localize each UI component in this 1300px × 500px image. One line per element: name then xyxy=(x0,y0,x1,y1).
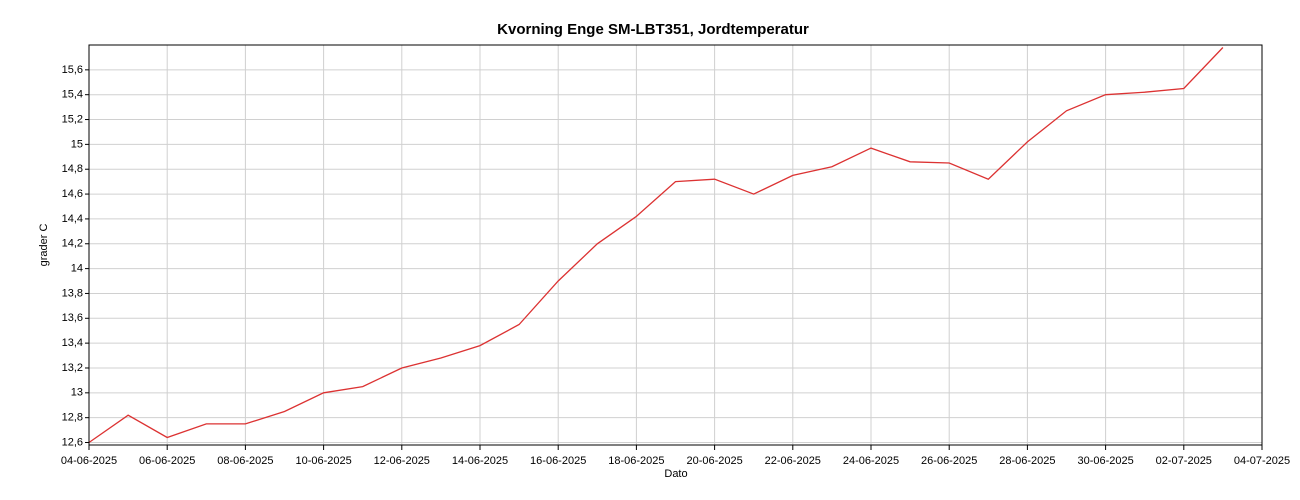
y-tick-label: 14 xyxy=(71,263,83,275)
x-tick-label: 14-06-2025 xyxy=(452,455,508,467)
x-tick-label: 24-06-2025 xyxy=(843,455,899,467)
chart-title: Kvorning Enge SM-LBT351, Jordtemperatur xyxy=(497,21,809,38)
y-tick-label: 15 xyxy=(71,138,83,150)
x-tick-label: 30-06-2025 xyxy=(1077,455,1133,467)
x-tick-label: 08-06-2025 xyxy=(217,455,273,467)
y-tick-label: 13,8 xyxy=(62,287,83,299)
data-line xyxy=(89,47,1224,444)
y-axis-label: grader C xyxy=(38,224,50,267)
y-tick-label: 14,4 xyxy=(62,213,83,225)
y-tick-label: 13,2 xyxy=(62,362,83,374)
x-tick-label: 10-06-2025 xyxy=(295,455,351,467)
y-tick-label: 12,8 xyxy=(62,412,83,424)
y-tick-label: 14,6 xyxy=(62,188,83,200)
plot-frame xyxy=(88,44,1263,446)
y-tick-label: 13,6 xyxy=(62,312,83,324)
x-tick-label: 26-06-2025 xyxy=(921,455,977,467)
x-axis-label: Dato xyxy=(664,468,687,480)
x-tick-label: 20-06-2025 xyxy=(686,455,742,467)
x-tick-label: 04-06-2025 xyxy=(61,455,117,467)
y-tick-label: 14,2 xyxy=(62,238,83,250)
y-tick-label: 14,8 xyxy=(62,163,83,175)
x-tick-label: 28-06-2025 xyxy=(999,455,1055,467)
y-tick-label: 13,4 xyxy=(62,337,83,349)
y-tick-label: 15,6 xyxy=(62,64,83,76)
y-tick-label: 15,2 xyxy=(62,113,83,125)
x-tick-label: 12-06-2025 xyxy=(374,455,430,467)
x-tick-label: 02-07-2025 xyxy=(1156,455,1212,467)
x-tick-label: 18-06-2025 xyxy=(608,455,664,467)
y-tick-label: 13 xyxy=(71,387,83,399)
y-tick-label: 15,4 xyxy=(62,89,83,101)
x-tick-label: 06-06-2025 xyxy=(139,455,195,467)
x-tick-label: 22-06-2025 xyxy=(765,455,821,467)
x-tick-label: 04-07-2025 xyxy=(1234,455,1290,467)
y-tick-label: 12,6 xyxy=(62,436,83,448)
x-tick-label: 16-06-2025 xyxy=(530,455,586,467)
